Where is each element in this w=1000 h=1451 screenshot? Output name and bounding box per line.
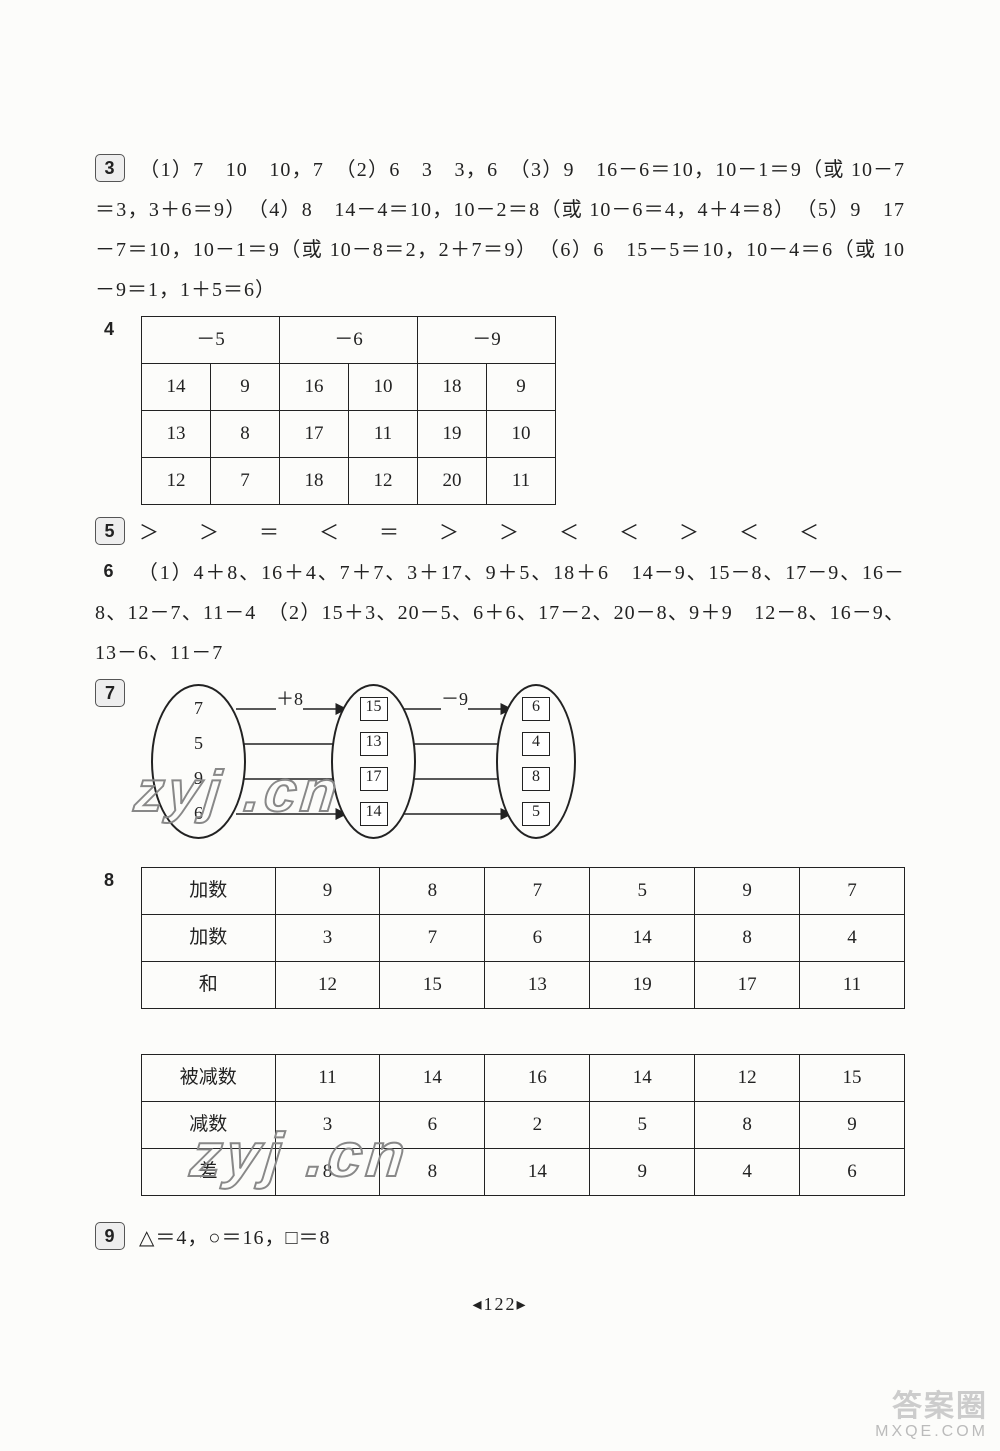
q5-symbols: ＞ ＞ ＝ ＜ ＝ ＞ ＞ ＜ ＜ ＞ ＜ ＜	[139, 522, 829, 544]
page-number: ◂122▸	[95, 1286, 905, 1322]
q7-oval-in: 7 5 9 6	[151, 684, 246, 839]
answer-q3: 3 （1）7 10 10，7 （2）6 3 3，6 （3）9 16－6＝10，1…	[95, 150, 905, 310]
answer-q7: 7 7 5 9 6 ＋8 15 13	[95, 679, 905, 849]
q7-op1: ＋8	[276, 681, 303, 717]
q4-h1: －5	[142, 317, 280, 364]
qnum-6: 6	[95, 558, 123, 584]
qnum-7: 7	[95, 679, 125, 707]
answer-q9: 9 △＝4，○＝16，□＝8	[95, 1218, 905, 1258]
corner-watermark: 答案圈 MXQE.COM	[875, 1390, 988, 1441]
q7-diagram: 7 5 9 6 ＋8 15 13 17 14 －9 6 4 8 5	[151, 679, 581, 849]
q8-table2: 被减数 11 14 16 14 12 15 减数 3 6 2 5 8 9	[141, 1054, 905, 1196]
q7-oval-out: 6 4 8 5	[496, 684, 576, 839]
qnum-3: 3	[95, 154, 125, 182]
answer-q5: 5 ＞ ＞ ＝ ＜ ＝ ＞ ＞ ＜ ＜ ＞ ＜ ＜	[95, 513, 905, 553]
qnum-4: 4	[95, 316, 123, 342]
q7-op2: －9	[441, 681, 468, 717]
q9-text: △＝4，○＝16，□＝8	[139, 1227, 331, 1249]
q4-table: －5 －6 －9 149 1610 189 138 1711 1910 127 …	[141, 316, 556, 505]
corner-small: MXQE.COM	[875, 1423, 988, 1441]
answer-q8: 8 加数 9 8 7 5 9 7 加数 3 7 6 14 8 4 和	[95, 867, 905, 1196]
corner-big: 答案圈	[875, 1390, 988, 1423]
q8-table1: 加数 9 8 7 5 9 7 加数 3 7 6 14 8 4 和 12 15	[141, 867, 905, 1009]
q4-h3: －9	[418, 317, 556, 364]
qnum-5: 5	[95, 517, 125, 545]
q4-h2: －6	[280, 317, 418, 364]
answer-q6: 6 （1）4＋8、16＋4、7＋7、3＋17、9＋5、18＋6 14－9、15－…	[95, 553, 905, 673]
answer-q4: 4 －5 －6 －9 149 1610 189 138 1711 1910 12…	[95, 316, 905, 505]
q7-oval-mid: 15 13 17 14	[331, 684, 416, 839]
q6-text: （1）4＋8、16＋4、7＋7、3＋17、9＋5、18＋6 14－9、15－8、…	[95, 562, 905, 664]
qnum-9: 9	[95, 1222, 125, 1250]
qnum-8: 8	[95, 867, 123, 893]
q3-text: （1）7 10 10，7 （2）6 3 3，6 （3）9 16－6＝10，10－…	[95, 159, 905, 301]
